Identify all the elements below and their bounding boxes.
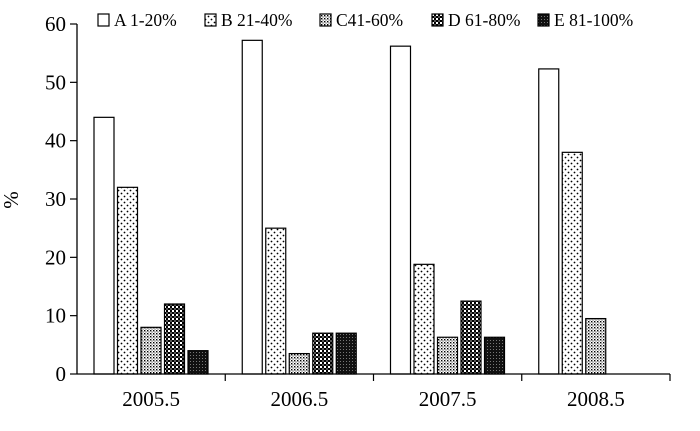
y-tick-label: 10 <box>45 304 66 328</box>
x-tick-label: 2008.5 <box>567 387 625 411</box>
bar-5-3 <box>483 336 506 375</box>
legend-swatch <box>431 13 444 27</box>
bar-3-3 <box>436 336 459 375</box>
legend-swatch <box>319 13 332 27</box>
y-tick-label: 30 <box>45 187 66 211</box>
y-tick-label: 40 <box>45 129 66 153</box>
bar-5-1 <box>187 350 209 375</box>
bar-2-3 <box>413 263 435 375</box>
y-tick-label: 20 <box>45 245 66 269</box>
x-tick-label: 2006.5 <box>271 387 329 411</box>
y-tick-label: 50 <box>45 70 66 94</box>
bar-4-1 <box>163 303 186 375</box>
legend-label: C41-60% <box>336 10 403 30</box>
bar-4-2 <box>312 332 334 375</box>
y-axis-title: % <box>0 191 23 209</box>
legend-swatch <box>97 13 110 27</box>
x-tick-label: 2005.5 <box>122 387 180 411</box>
bar-1-2 <box>241 39 263 375</box>
axes: 0 10 20 30 40 50 60 2005.5 2006.5 2007.5 2008.5 <box>45 12 671 411</box>
legend-label: B 21-40% <box>221 10 292 30</box>
bar-3-4 <box>585 317 607 375</box>
legend-swatch <box>537 13 550 27</box>
bar-1-3 <box>389 45 412 375</box>
legend: A 1-20% B 21-40% C41-60% D 61-80% E 81-100% <box>97 10 633 30</box>
bar-1-4 <box>538 68 560 375</box>
x-tick-label: 2007.5 <box>419 387 477 411</box>
bar-2-1 <box>116 186 139 375</box>
bar-5-2 <box>335 332 357 375</box>
legend-label: A 1-20% <box>114 10 177 30</box>
bar-3-1 <box>140 326 162 375</box>
y-tick-label: 0 <box>56 362 67 386</box>
legend-label: D 61-80% <box>448 10 520 30</box>
legend-label: E 81-100% <box>554 10 633 30</box>
bar-2-4 <box>561 151 583 375</box>
legend-swatch <box>204 13 217 27</box>
bar-2-2 <box>265 227 287 375</box>
bar-1-1 <box>93 116 115 375</box>
bar-3-2 <box>288 352 310 375</box>
bar-4-3 <box>460 300 482 375</box>
bars <box>93 39 607 375</box>
y-tick-label: 60 <box>45 12 66 36</box>
